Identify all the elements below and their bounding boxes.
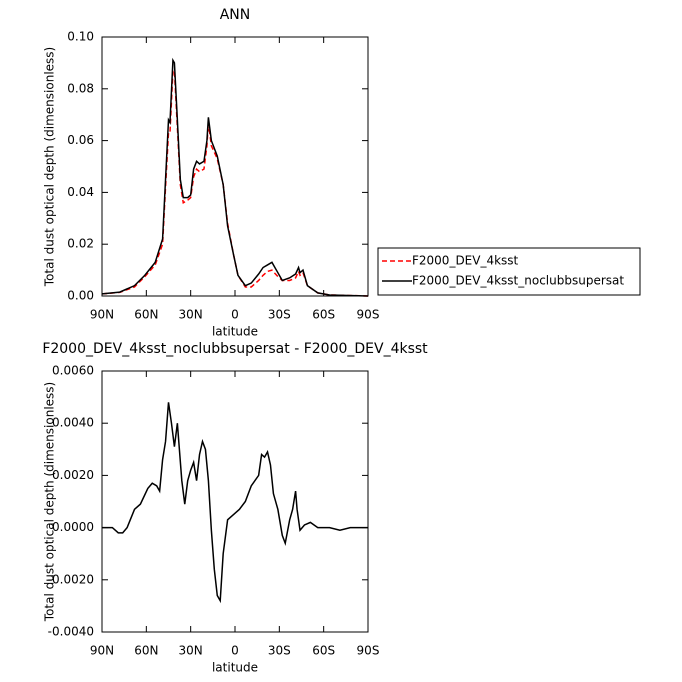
chart-title: ANN: [220, 7, 251, 23]
x-tick-label: 30N: [179, 644, 203, 658]
y-axis-label: Total dust optical depth (dimensionless): [43, 382, 57, 622]
y-tick-label: 0.10: [67, 30, 94, 44]
x-tick-label: 90N: [90, 308, 114, 322]
y-tick-label: -0.0020: [48, 572, 94, 586]
x-tick-label: 90S: [357, 644, 380, 658]
data-line: [101, 69, 369, 297]
x-axis-label: latitude: [212, 661, 258, 675]
x-tick-label: 90S: [357, 308, 380, 322]
x-tick-label: 0: [231, 308, 239, 322]
x-tick-label: 0: [231, 644, 239, 658]
x-axis-label: latitude: [212, 325, 258, 339]
x-tick-label: 90N: [90, 644, 114, 658]
x-tick-label: 30N: [179, 308, 203, 322]
x-tick-label: 60S: [312, 644, 335, 658]
legend-label: F2000_DEV_4ksst_noclubbsupersat: [412, 274, 624, 288]
y-tick-label: 0.04: [67, 185, 94, 199]
y-tick-label: 0.0040: [52, 416, 94, 430]
x-tick-label: 60S: [312, 308, 335, 322]
plot-frame: [101, 36, 369, 297]
x-tick-label: 60N: [134, 308, 158, 322]
legend-box: [377, 247, 641, 296]
y-tick-label: 0.08: [67, 81, 94, 95]
plot-frame: [101, 370, 369, 633]
y-tick-label: 0.02: [67, 237, 94, 251]
data-line: [102, 402, 368, 604]
chart-title: F2000_DEV_4ksst_noclubbsupersat - F2000_…: [42, 341, 428, 357]
y-tick-label: 0.00: [67, 289, 94, 303]
x-tick-label: 30S: [268, 644, 291, 658]
y-tick-label: 0.0000: [52, 520, 94, 534]
y-tick-label: 0.0020: [52, 468, 94, 482]
y-tick-label: 0.06: [67, 133, 94, 147]
y-tick-label: -0.0040: [48, 625, 94, 639]
x-tick-label: 60N: [134, 644, 158, 658]
y-tick-label: 0.0060: [52, 364, 94, 378]
legend-label: F2000_DEV_4ksst: [412, 254, 519, 268]
y-axis-label: Total dust optical depth (dimensionless): [43, 47, 57, 287]
x-tick-label: 30S: [268, 308, 291, 322]
data-line: [101, 57, 369, 297]
